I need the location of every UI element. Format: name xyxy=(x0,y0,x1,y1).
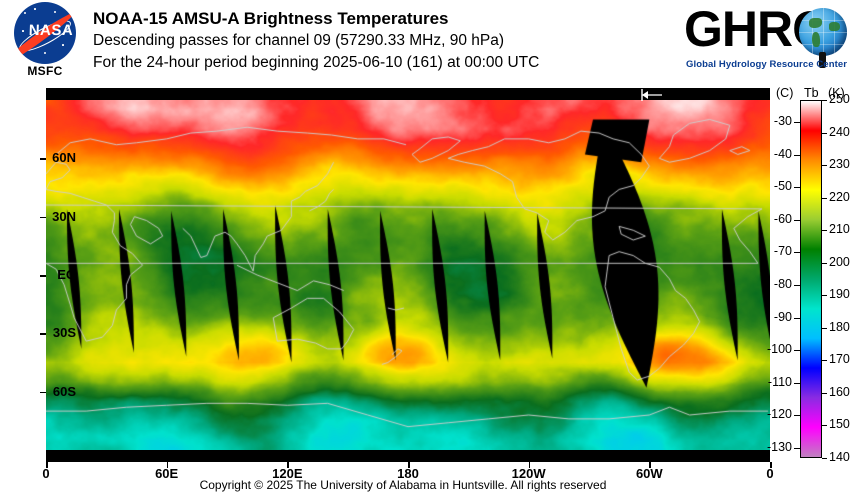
lat-tick xyxy=(40,216,46,219)
lat-label-60s: 60S xyxy=(52,383,76,399)
ghrc-globe-stand xyxy=(819,52,826,68)
colorbar-tick-k xyxy=(822,100,827,101)
colorbar-label-c-neg60: -60 xyxy=(773,211,792,226)
colorbar-label-c-neg30: -30 xyxy=(773,114,792,129)
lat-label-30s: 30S xyxy=(52,325,76,341)
map-frame xyxy=(46,88,770,462)
nasa-insignia-ball: NASA xyxy=(14,2,76,64)
ghrc-globe-icon xyxy=(799,8,847,56)
nasa-wordmark: NASA xyxy=(28,22,74,39)
colorbar-label-k-250: 250 xyxy=(829,92,850,106)
copyright-notice: Copyright © 2025 The University of Alaba… xyxy=(199,478,607,492)
colorbar-label-k-230: 230 xyxy=(829,157,850,172)
colorbar-tick-c xyxy=(794,219,800,221)
lon-tick xyxy=(770,462,772,468)
colorbar xyxy=(800,100,822,458)
colorbar-tick-k xyxy=(822,360,827,362)
period-line: For the 24-hour period beginning 2025-06… xyxy=(93,54,540,71)
colorbar-tick-k xyxy=(822,262,827,264)
colorbar-label-k-210: 210 xyxy=(829,222,850,237)
colorbar-tick-k xyxy=(822,458,827,459)
colorbar-label-k-160: 160 xyxy=(829,384,850,399)
lon-label-6: 0 xyxy=(766,466,774,481)
lat-tick xyxy=(40,158,46,160)
colorbar-label-k-190: 190 xyxy=(829,287,850,302)
colorbar-unit-kelvin: (K) xyxy=(828,86,845,100)
lon-label-2: 120E xyxy=(272,466,303,481)
colorbar-label-c-neg80: -80 xyxy=(773,277,792,292)
colorbar-label-k-180: 180 xyxy=(829,319,850,334)
colorbar-label-c-neg100: -100 xyxy=(766,342,792,357)
colorbar-tick-k xyxy=(822,197,827,199)
page-title: NOAA-15 AMSU-A Brightness Temperatures xyxy=(93,9,449,28)
lon-tick xyxy=(287,462,289,468)
colorbar-tick-c xyxy=(794,122,800,124)
nasa-red-swoosh xyxy=(14,10,76,56)
channel-line: Descending passes for channel 09 (57290.… xyxy=(93,32,504,49)
lat-label-eq: EQ xyxy=(57,267,76,282)
colorbar-label-k-150: 150 xyxy=(829,417,850,432)
colorbar-label-k-170: 170 xyxy=(829,352,850,367)
colorbar-label-c-neg90: -90 xyxy=(773,309,792,324)
colorbar-tick-c xyxy=(794,382,800,384)
colorbar-label-c-neg110: -110 xyxy=(767,374,792,389)
colorbar-label-c-neg120: -120 xyxy=(766,407,792,422)
ghrc-logo: GHRC Global Hydrology Resource Center xyxy=(684,4,850,76)
lat-label-30n: 30N xyxy=(52,208,76,224)
nasa-msfc-logo: NASA MSFC xyxy=(8,2,84,78)
lat-label-60n: 60N xyxy=(52,150,76,166)
map-plot-area[interactable] xyxy=(46,100,770,450)
lon-tick xyxy=(649,462,651,468)
colorbar-tick-c xyxy=(794,350,800,352)
colorbar-label-k-200: 200 xyxy=(829,254,850,269)
nasa-center-label: MSFC xyxy=(27,64,63,78)
colorbar-unit-celsius: (C) xyxy=(776,86,794,100)
lon-label-3: 180 xyxy=(397,466,419,481)
colorbar-tick-k xyxy=(822,295,827,297)
lat-tick xyxy=(40,391,46,394)
colorbar-tick-k xyxy=(822,132,827,134)
colorbar-tick-c xyxy=(794,285,800,287)
lon-tick xyxy=(46,462,48,468)
colorbar-label-c-neg70: -70 xyxy=(773,244,792,259)
colorbar-label-c-neg50: -50 xyxy=(773,179,792,194)
colorbar-tick-c xyxy=(794,187,800,189)
colorbar-gradient xyxy=(800,100,822,458)
colorbar-label-k-140: 140 xyxy=(829,450,850,464)
colorbar-label-k-240: 240 xyxy=(829,124,850,139)
lon-label-5: 60W xyxy=(635,466,663,481)
colorbar-tick-c xyxy=(794,415,800,417)
swath-direction-marker xyxy=(640,88,664,101)
header: NASA MSFC NOAA-15 AMSU-A Brightness Temp… xyxy=(0,0,854,88)
colorbar-tick-k xyxy=(822,230,827,232)
ghrc-subtitle: Global Hydrology Resource Center xyxy=(686,59,848,70)
colorbar-tick-c xyxy=(794,317,800,319)
colorbar-tick-c xyxy=(794,154,800,156)
title-block: NOAA-15 AMSU-A Brightness Temperatures D… xyxy=(93,8,539,74)
lat-tick xyxy=(40,275,46,277)
lon-tick xyxy=(166,462,169,468)
colorbar-tick-k xyxy=(822,327,827,329)
colorbar-tick-k xyxy=(822,165,827,167)
brightness-temperature-heatmap xyxy=(46,100,770,450)
lat-tick xyxy=(40,333,46,335)
colorbar-tick-k xyxy=(822,392,827,394)
lon-label-1: 60E xyxy=(155,466,179,481)
colorbar-label-c-neg40: -40 xyxy=(773,146,792,161)
lon-tick xyxy=(408,462,410,468)
colorbar-label-k-220: 220 xyxy=(829,189,850,204)
colorbar-tick-c xyxy=(794,447,800,449)
colorbar-tick-c xyxy=(794,252,800,254)
lon-label-0: 0 xyxy=(42,466,50,481)
colorbar-tick-k xyxy=(822,425,827,427)
lon-label-4: 120W xyxy=(511,466,546,481)
colorbar-label-c-neg130: -130 xyxy=(766,439,792,454)
colorbar-title: Tb xyxy=(804,86,819,100)
lon-tick xyxy=(528,462,531,468)
